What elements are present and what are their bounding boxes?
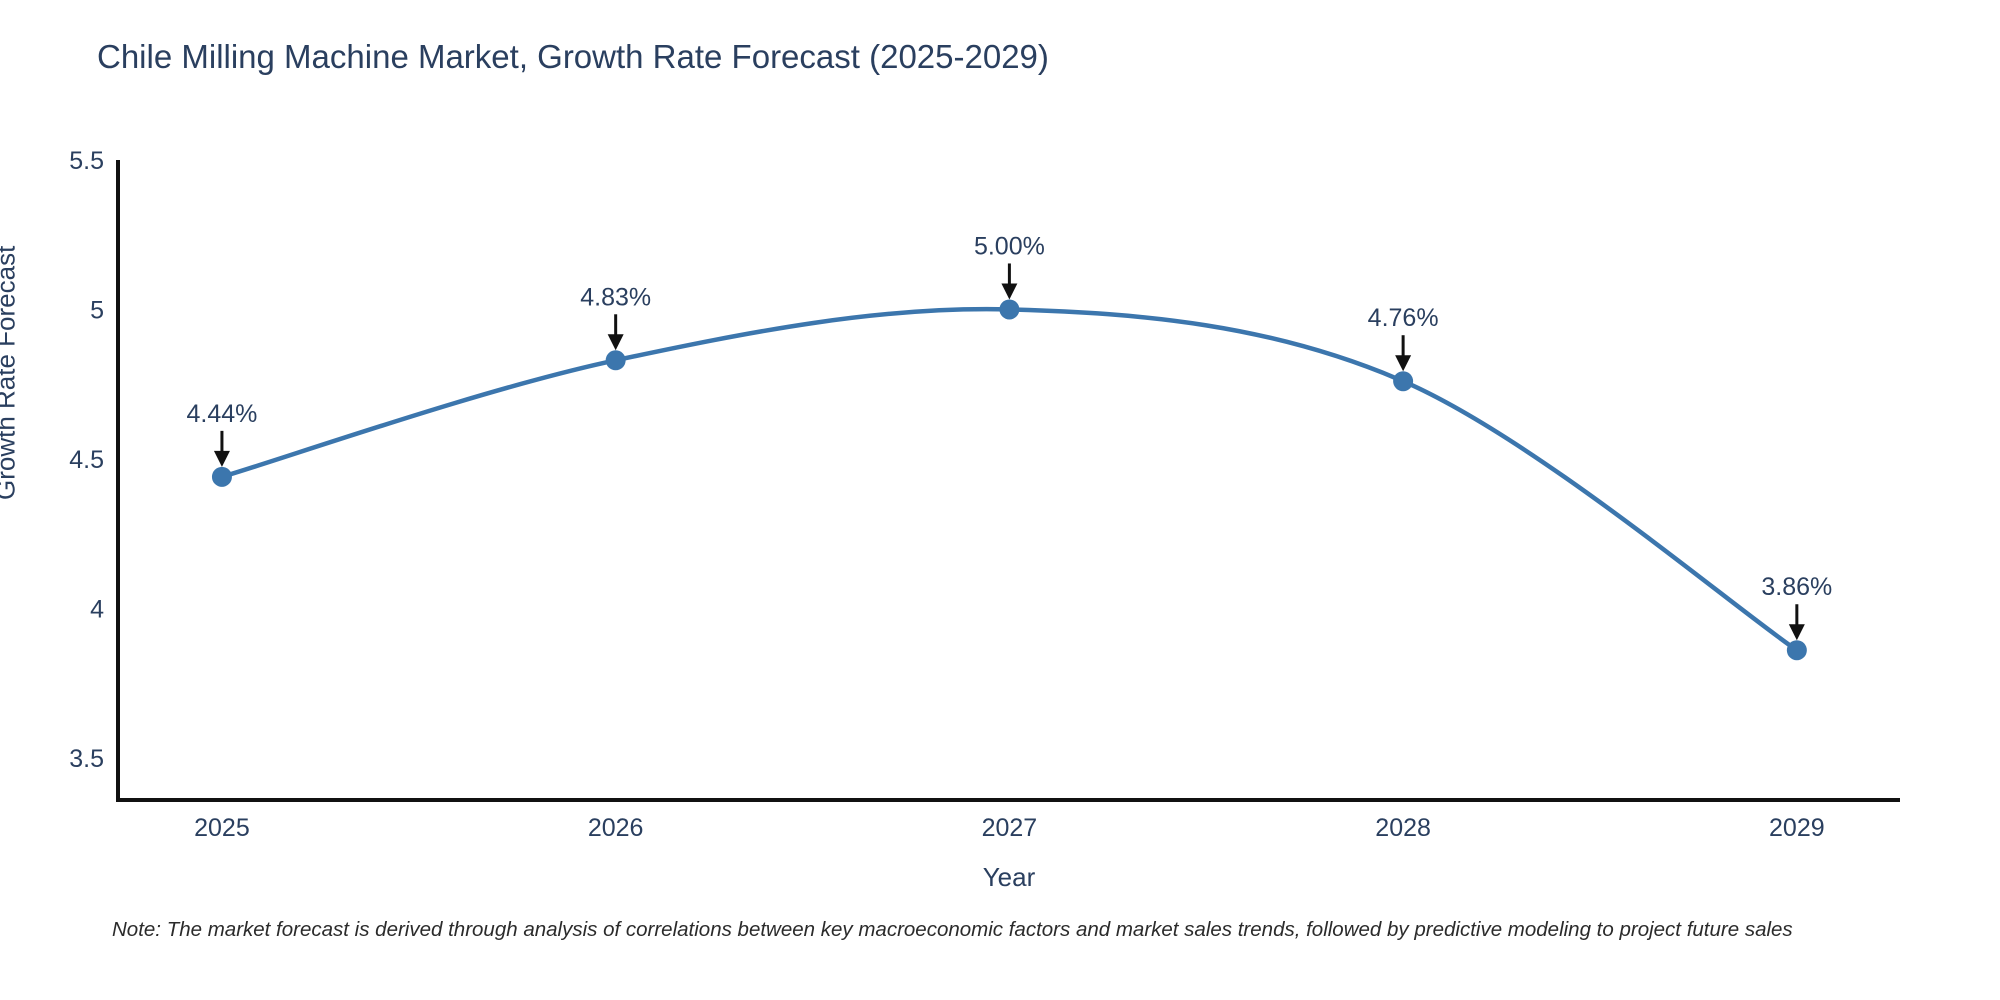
x-tick-label: 2026 [588, 814, 644, 842]
data-point-marker[interactable] [211, 466, 232, 487]
data-point-label: 4.83% [580, 283, 651, 311]
y-tick-label: 4 [90, 595, 104, 623]
data-point-label: 4.44% [186, 400, 257, 428]
data-point-marker[interactable] [999, 299, 1020, 320]
x-axis-title: Year [982, 862, 1036, 892]
x-tick-label: 2027 [982, 814, 1038, 842]
annotation-arrow-head [607, 334, 624, 351]
data-point-label: 4.76% [1368, 304, 1439, 332]
data-point-marker[interactable] [605, 350, 626, 371]
footnote: Note: The market forecast is derived thr… [112, 918, 1793, 941]
x-tick-label: 2028 [1375, 814, 1431, 842]
x-tick-label: 2029 [1769, 814, 1825, 842]
data-point-marker[interactable] [1393, 371, 1414, 392]
y-tick-label: 5.5 [69, 147, 104, 175]
y-tick-label: 3.5 [69, 745, 104, 773]
data-point-label: 5.00% [974, 232, 1045, 260]
forecast-line [219, 306, 1800, 653]
data-point-marker[interactable] [1786, 640, 1807, 661]
annotation-arrow-head [1001, 283, 1018, 300]
y-tick-label: 5 [90, 296, 104, 324]
x-tick-label: 2025 [194, 814, 250, 842]
chart-title: Chile Milling Machine Market, Growth Rat… [97, 38, 1049, 75]
data-point-label: 3.86% [1761, 573, 1832, 601]
annotation-arrow-head [1395, 355, 1412, 372]
annotation-arrow-head [1788, 624, 1805, 641]
y-tick-label: 4.5 [69, 446, 104, 474]
annotation-arrow-head [213, 450, 230, 467]
